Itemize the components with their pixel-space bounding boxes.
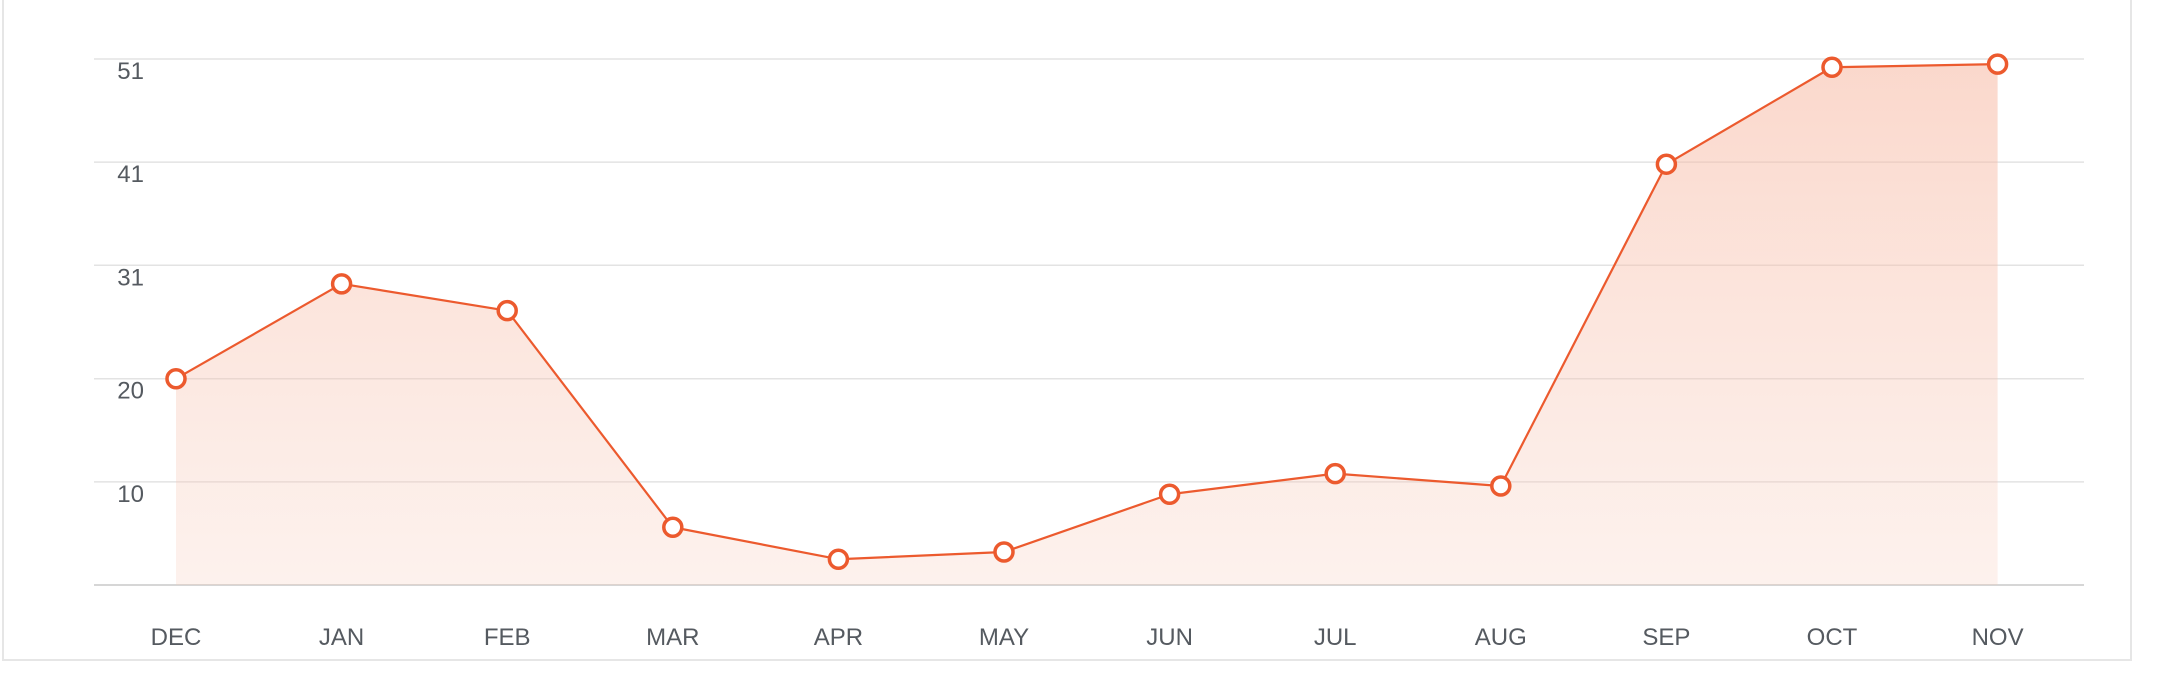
x-tick-label: MAY [979,624,1029,651]
y-tick-label: 31 [117,264,144,291]
series-line [175,63,1998,561]
series-polyline [175,63,1998,561]
x-tick-label: FEB [484,624,531,651]
x-tick-label: JUN [1146,624,1193,651]
x-tick-label: NOV [1972,624,2024,651]
data-point-dec[interactable] [165,367,187,390]
data-point-may[interactable] [993,541,1015,563]
data-point-mar[interactable] [662,516,684,538]
data-point-aug[interactable] [1490,475,1512,497]
y-tick-label: 51 [117,58,144,85]
data-point-oct[interactable] [1821,56,1843,79]
data-point-feb[interactable] [496,299,518,322]
data-point-jun[interactable] [1158,483,1181,505]
x-tick-label: AUG [1475,624,1527,651]
data-points [165,53,2009,570]
data-point-apr[interactable] [827,548,850,570]
series-area [176,64,1998,585]
x-tick-label: OCT [1807,624,1858,651]
y-tick-label: 10 [117,481,144,508]
x-tick-label: JAN [319,624,364,651]
y-axis-labels: 51 41 31 20 10 [117,58,144,508]
y-tick-label: 41 [117,161,144,188]
data-point-nov[interactable] [1986,53,2009,75]
y-tick-label: 20 [117,378,144,405]
x-tick-label: APR [814,624,863,651]
x-tick-label: JUL [1314,624,1357,651]
x-tick-label: DEC [151,624,202,651]
data-point-jul[interactable] [1324,462,1346,485]
data-point-jan[interactable] [330,273,353,295]
area-fill [176,64,1998,585]
x-tick-label: SEP [1642,624,1690,651]
data-point-sep[interactable] [1655,153,1678,175]
x-axis-labels: DEC JAN FEB MAR APR MAY JUN JUL AUG SEP OCT NOV [151,624,2024,651]
x-tick-label: MAR [646,624,699,651]
